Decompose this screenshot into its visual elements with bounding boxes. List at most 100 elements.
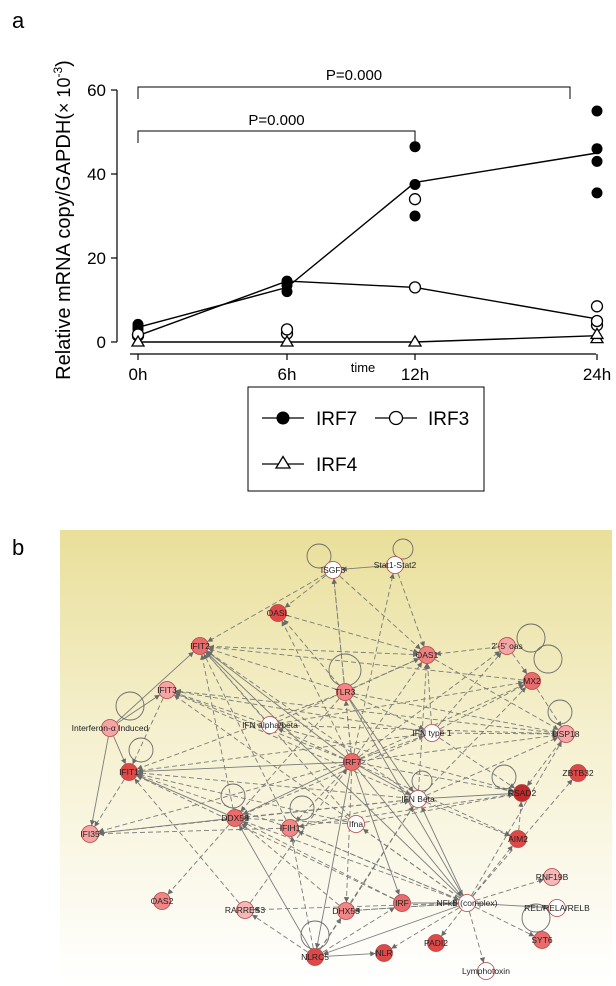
node-shape — [101, 719, 119, 737]
legend-item-irf3: IRF3 — [375, 409, 469, 430]
data-point-irf4 — [589, 327, 605, 340]
data-point-irf4 — [279, 334, 295, 347]
node-label: IFI35 — [80, 829, 100, 839]
network-edge — [137, 761, 344, 775]
y-tick-label: 40 — [87, 165, 106, 184]
data-point-irf7 — [409, 210, 421, 222]
network-edge — [137, 770, 410, 799]
network-edge — [239, 825, 311, 950]
node-label: TLR3 — [335, 687, 356, 697]
self-loop-edge — [289, 795, 315, 821]
network-edge — [359, 765, 511, 836]
node-shape — [337, 902, 355, 920]
network-edge — [208, 644, 524, 681]
network-edge — [252, 914, 308, 953]
node-shape — [81, 825, 99, 843]
network-node: DDX58 — [221, 809, 249, 827]
network-node: DHX58 — [332, 902, 360, 920]
node-label: IFIT3 — [157, 685, 177, 695]
network-edge — [242, 821, 395, 900]
network-node: IFN Beta — [401, 790, 435, 808]
node-label: IFIT1 — [119, 767, 139, 777]
legend-item-irf4: IRF4 — [262, 455, 358, 476]
p-value-label: P=0.000 — [248, 112, 304, 129]
node-shape — [418, 646, 436, 664]
network-edge — [341, 565, 387, 572]
network-edge — [423, 687, 527, 793]
node-label: NLR — [375, 948, 392, 958]
legend-marker-irf3 — [388, 410, 404, 426]
network-edge — [98, 818, 227, 836]
network-edge — [136, 694, 337, 770]
network-edge — [203, 653, 287, 821]
network-edge — [98, 827, 282, 837]
network-node: IFIT1 — [119, 763, 139, 781]
network-edge — [360, 733, 558, 762]
x-axis-label: time — [351, 360, 376, 375]
network-node: IFIH1 — [280, 819, 301, 837]
network-node: MX2 — [523, 672, 541, 690]
network-edge — [471, 741, 562, 896]
network-edge — [241, 823, 340, 906]
node-label: 2'-5' oas — [491, 641, 523, 651]
legend-label-irf4: IRF4 — [316, 455, 358, 476]
network-edge — [475, 903, 549, 910]
node-shape — [523, 672, 541, 690]
node-label: RSAD2 — [508, 788, 537, 798]
node-shape — [427, 934, 445, 952]
network-edge — [475, 878, 544, 901]
network-node: AIM2 — [508, 830, 528, 848]
node-label: RARRES3 — [225, 905, 265, 915]
node-label: IFIH1 — [280, 823, 301, 833]
data-point-irf3 — [408, 281, 422, 294]
network-edge — [298, 799, 410, 827]
network-edge — [439, 737, 515, 789]
network-edge — [174, 693, 410, 796]
y-tick-label: 60 — [87, 81, 106, 100]
network-edge — [314, 770, 351, 949]
node-label: ZBTB32 — [562, 768, 593, 778]
node-shape — [498, 637, 516, 655]
node-shape — [347, 815, 365, 833]
data-point-irf3 — [590, 314, 604, 328]
network-edge — [249, 768, 348, 903]
data-point-irf7 — [409, 141, 421, 153]
network-edge — [518, 801, 524, 831]
network-edge — [205, 652, 351, 818]
network-node: IRF — [393, 894, 411, 912]
legend-marker-irf7 — [276, 411, 290, 425]
network-node: 2'-5' oas — [491, 637, 523, 655]
node-shape — [153, 892, 171, 910]
network-node: NLR — [375, 944, 393, 962]
node-shape — [393, 894, 411, 912]
node-shape — [324, 561, 342, 579]
network-edge — [284, 575, 327, 608]
network-edge — [426, 791, 514, 799]
node-shape — [386, 556, 404, 574]
data-point-irf7 — [591, 105, 603, 117]
node-label: AIM2 — [508, 834, 528, 844]
network-edge — [206, 650, 411, 795]
self-loop-edge — [533, 644, 563, 674]
network-node: IFIT3 — [157, 681, 177, 699]
series-line-irf4 — [138, 335, 598, 343]
network-edge — [281, 620, 349, 755]
network-edge — [474, 906, 535, 937]
network-edge — [418, 663, 429, 791]
network-node: IRF7 — [343, 753, 361, 771]
self-loop-edge — [115, 691, 145, 721]
node-label: RNF19B — [536, 872, 569, 882]
node-label: Interferon-α Induced — [72, 723, 149, 733]
network-node: REL/RELA/RELB — [524, 899, 590, 917]
annotations-layer: P=0.000 P=0.000 — [137, 67, 571, 143]
node-shape — [569, 764, 587, 782]
network-edge — [243, 820, 460, 901]
network-edge — [242, 765, 345, 815]
x-tick-label: 6h — [278, 365, 297, 384]
network-edge — [175, 689, 424, 733]
node-shape — [423, 724, 441, 742]
network-edge — [94, 779, 125, 827]
node-shape — [548, 899, 566, 917]
network-edge — [136, 774, 282, 826]
node-shape — [557, 725, 575, 743]
